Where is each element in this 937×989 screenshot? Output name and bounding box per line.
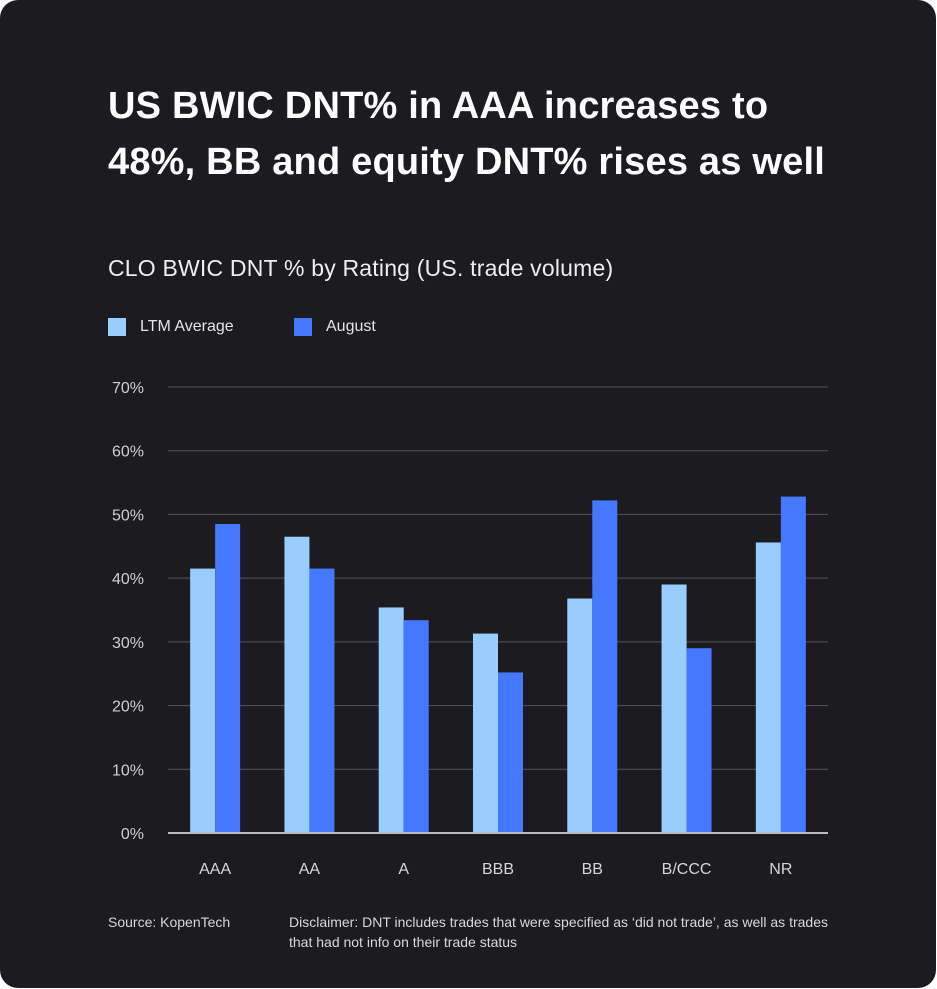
x-tick-label: BBB — [482, 861, 514, 878]
legend-label-ltm-average: LTM Average — [140, 318, 234, 335]
y-tick-label: 60% — [112, 444, 144, 461]
legend-label-august: August — [326, 318, 376, 335]
x-tick-label: AAA — [199, 861, 231, 878]
bar-ltm-average — [661, 584, 687, 833]
y-tick-label: 0% — [121, 826, 144, 843]
x-tick-label: NR — [769, 861, 792, 878]
chart-subtitle: CLO BWIC DNT % by Rating (US. trade volu… — [108, 255, 614, 281]
x-tick-label: AA — [299, 861, 321, 878]
bar-august — [780, 496, 806, 833]
y-tick-label: 50% — [112, 507, 144, 524]
bar-ltm-average — [378, 607, 404, 833]
bar-august — [498, 672, 523, 833]
y-tick-label: 10% — [112, 762, 144, 779]
bar-august — [592, 500, 618, 833]
x-tick-label: BB — [582, 861, 603, 878]
bar-chart: 0%10%20%30%40%50%60%70%AAA AA A BBB BB B/CCC N… — [112, 380, 828, 878]
y-tick-label: 30% — [112, 635, 144, 652]
legend-swatch-august — [294, 318, 312, 336]
y-tick-label: 40% — [112, 571, 144, 588]
chart-title: US BWIC DNT% in AAA increases to 48%, BB… — [108, 85, 825, 183]
bar-august — [686, 648, 712, 833]
bar-ltm-average — [567, 598, 593, 833]
y-tick-label: 70% — [112, 380, 144, 397]
x-tick-label: A — [398, 861, 409, 878]
bar-ltm-average — [284, 536, 310, 833]
x-tick-label: B/CCC — [662, 861, 712, 878]
bar-august — [215, 523, 241, 833]
y-tick-label: 20% — [112, 699, 144, 716]
source-note: Source: KopenTech — [108, 914, 231, 930]
bar-ltm-average — [473, 633, 498, 833]
bar-ltm-average — [755, 542, 781, 833]
bar-august — [309, 568, 335, 833]
bar-august — [403, 620, 429, 833]
bar-ltm-average — [190, 568, 216, 833]
legend-swatch-ltm-average — [108, 318, 126, 336]
disclaimer-note: Disclaimer: DNT includes trades that wer… — [289, 914, 828, 950]
